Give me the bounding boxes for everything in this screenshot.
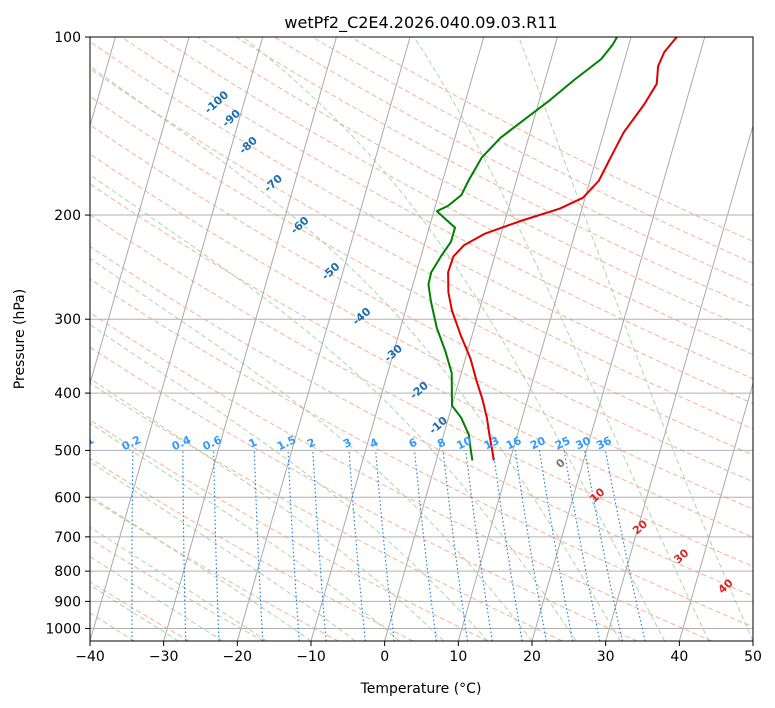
dry-adiabat bbox=[90, 346, 638, 641]
y-tick-label: 500 bbox=[54, 443, 81, 459]
y-tick-label: 800 bbox=[54, 564, 81, 580]
mixing-ratio-line bbox=[492, 450, 523, 641]
mixing-ratio-label: 10 bbox=[455, 434, 475, 452]
dry-adiabat bbox=[121, 37, 753, 380]
x-tick-label: 30 bbox=[597, 649, 615, 665]
x-tick-label: 40 bbox=[670, 649, 688, 665]
x-tick-label: 10 bbox=[449, 649, 467, 665]
mixing-ratio-line bbox=[413, 450, 437, 641]
dry-adiabat bbox=[274, 37, 753, 286]
chart-title: wetPf2_C2E4.2026.040.09.03.R11 bbox=[284, 13, 557, 33]
x-tick-label: 0 bbox=[380, 649, 389, 665]
mixing-ratio-line bbox=[584, 450, 623, 641]
isotherm-line bbox=[384, 37, 558, 641]
dry-adiabat bbox=[90, 382, 563, 641]
x-tick-label: 20 bbox=[523, 649, 541, 665]
mixing-ratio-line bbox=[538, 450, 574, 641]
dry-adiabat bbox=[90, 68, 753, 430]
isotherms bbox=[90, 37, 753, 641]
x-tick-label: 50 bbox=[744, 649, 762, 665]
isotherm-line bbox=[605, 124, 753, 641]
isobars bbox=[90, 37, 753, 629]
mixing-ratio-label: 13 bbox=[482, 434, 501, 452]
isotherm-line bbox=[457, 37, 632, 641]
moist-adiabat bbox=[518, 37, 753, 641]
y-tick-label: 900 bbox=[54, 594, 81, 610]
isotherm-line bbox=[531, 37, 706, 641]
mixing-ratio-line bbox=[442, 450, 469, 641]
dry-adiabat bbox=[90, 457, 414, 641]
y-tick-label: 200 bbox=[54, 208, 81, 224]
y-tick-label: 600 bbox=[54, 490, 81, 506]
y-tick-label: 300 bbox=[54, 312, 81, 328]
mixing-ratio-line bbox=[465, 450, 493, 641]
mixing-ratio-line bbox=[604, 450, 646, 641]
mixing-ratio-label: 25 bbox=[553, 434, 572, 452]
mixing-ratio-label: 16 bbox=[504, 434, 524, 452]
y-tick-label: 400 bbox=[54, 386, 81, 402]
y-axis-ticks: 100 200 300 400 500 600 700 800 900 1000 bbox=[45, 30, 90, 637]
dry-adiabat bbox=[90, 312, 712, 641]
x-tick-label: −20 bbox=[223, 649, 253, 665]
x-tick-label: −10 bbox=[296, 649, 326, 665]
isotherm-line bbox=[163, 37, 337, 641]
y-tick-label: 1000 bbox=[45, 621, 81, 637]
isotherm-line bbox=[90, 37, 190, 386]
isotherm-line bbox=[678, 381, 753, 641]
dry-adiabat bbox=[90, 278, 753, 628]
x-axis-label: Temperature (°C) bbox=[360, 681, 482, 697]
mixing-ratio-label: 36 bbox=[594, 434, 614, 452]
y-axis-label: Pressure (hPa) bbox=[12, 289, 28, 389]
mixing-ratio-label: 20 bbox=[528, 434, 548, 452]
dewpoint-profile bbox=[427, 37, 618, 461]
moist-adiabat bbox=[90, 461, 356, 641]
mixing-ratio-label: 30 bbox=[573, 434, 593, 452]
x-tick-label: −30 bbox=[149, 649, 179, 665]
dry-adiabat bbox=[90, 124, 753, 483]
isotherm-line bbox=[236, 37, 411, 641]
mixing-ratio-line bbox=[563, 450, 601, 641]
isotherm-line bbox=[310, 37, 485, 641]
dry-adiabat bbox=[90, 214, 753, 567]
temperature-profile bbox=[447, 37, 678, 461]
moist-adiabat bbox=[90, 422, 400, 641]
dry-adiabats bbox=[90, 37, 753, 641]
moist-adiabat bbox=[242, 37, 666, 641]
moist-adiabat bbox=[90, 324, 489, 641]
x-tick-label: −40 bbox=[75, 649, 105, 665]
moist-adiabat bbox=[90, 65, 621, 641]
dry-adiabat bbox=[159, 37, 753, 356]
dry-adiabat bbox=[90, 183, 753, 538]
mixing-ratio-line bbox=[514, 450, 547, 641]
moist-adiabat bbox=[90, 257, 533, 641]
y-tick-label: 700 bbox=[54, 530, 81, 546]
moist-adiabat bbox=[90, 174, 577, 641]
x-axis-ticks: −40 −30 −20 −10 0 10 20 30 40 50 bbox=[75, 641, 762, 665]
mixing-ratio-label: 0.1 bbox=[73, 433, 96, 453]
y-tick-label: 100 bbox=[54, 30, 81, 46]
plot-frame bbox=[89, 36, 754, 642]
sounding-series bbox=[427, 37, 678, 461]
mixing-ratio-lines bbox=[131, 450, 646, 641]
dry-adiabat bbox=[312, 37, 753, 264]
isotherm-line bbox=[90, 37, 264, 641]
